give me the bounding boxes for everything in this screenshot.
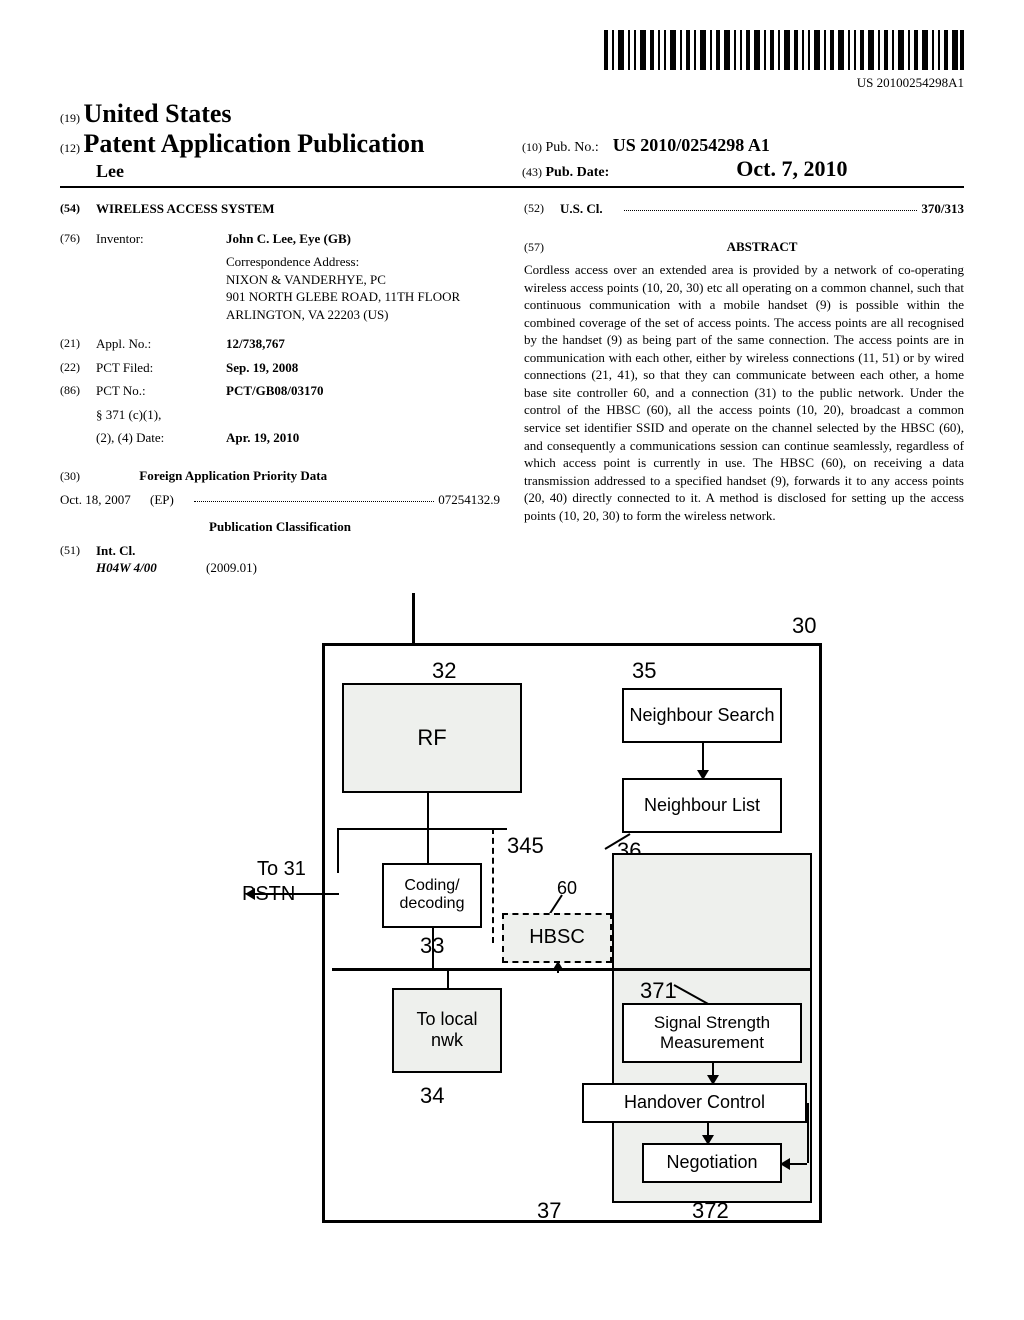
pctfiled-label: PCT Filed: xyxy=(96,359,226,377)
appl-val: 12/738,767 xyxy=(226,335,500,353)
inventor-label: Inventor: xyxy=(96,230,226,248)
country: United States xyxy=(84,99,232,128)
label-35: 35 xyxy=(632,658,656,684)
patent-figure: 30 RF 32 Neighbour Search 35 Neighbour L… xyxy=(202,603,822,1223)
appl-label: Appl. No.: xyxy=(96,335,226,353)
foreign-heading: Foreign Application Priority Data xyxy=(139,467,327,485)
corr-label: Correspondence Address: xyxy=(226,253,500,271)
pubdate-val: Oct. 7, 2010 xyxy=(736,156,847,181)
intcl-label: Int. Cl. xyxy=(96,543,135,558)
right-column: (52) U.S. Cl. 370/313 (57) ABSTRACT Cord… xyxy=(524,200,964,583)
pub-num: (12) xyxy=(60,141,80,155)
abstract-heading: ABSTRACT xyxy=(560,238,964,256)
invention-title: WIRELESS ACCESS SYSTEM xyxy=(96,200,274,218)
pctfiled-val: Sep. 19, 2008 xyxy=(226,359,500,377)
corr-line2: 901 NORTH GLEBE ROAD, 11TH FLOOR xyxy=(226,288,500,306)
inventor-num: (76) xyxy=(60,230,96,248)
box-local-nwk: To local nwk xyxy=(392,988,502,1073)
pctfiled-num: (22) xyxy=(60,359,96,377)
box-negotiation: Negotiation xyxy=(642,1143,782,1183)
box-neighbour-search: Neighbour Search xyxy=(622,688,782,743)
pctno-val: PCT/GB08/03170 xyxy=(226,382,500,400)
pubdate-num: (43) xyxy=(522,165,542,179)
box-sig-strength: Signal Strength Measurement xyxy=(622,1003,802,1063)
barcode xyxy=(60,30,964,75)
label-to31: To 31 xyxy=(257,858,306,881)
inventor-val: John C. Lee, Eye (GB) xyxy=(226,230,500,248)
barcode-label: US 20100254298A1 xyxy=(60,75,964,91)
foreign-app: 07254132.9 xyxy=(438,491,500,509)
box-neighbour-list: Neighbour List xyxy=(622,778,782,833)
s371-label1: § 371 (c)(1), xyxy=(96,406,226,424)
pubclass-heading: Publication Classification xyxy=(60,518,500,536)
intcl-code: H04W 4/00 xyxy=(96,560,157,575)
pubno-val: US 2010/0254298 A1 xyxy=(613,135,770,155)
label-372: 372 xyxy=(692,1198,729,1224)
box-hbsc: HBSC xyxy=(502,913,612,963)
corr-line1: NIXON & VANDERHYE, PC xyxy=(226,271,500,289)
label-34: 34 xyxy=(420,1083,444,1109)
pub-label: Patent Application Publication xyxy=(84,129,425,158)
header-row: (19) United States (12) Patent Applicati… xyxy=(60,99,964,188)
title-num: (54) xyxy=(60,200,96,218)
uscl-val: 370/313 xyxy=(921,200,964,218)
label-37: 37 xyxy=(537,1198,561,1224)
dots xyxy=(194,491,434,502)
corr-line3: ARLINGTON, VA 22203 (US) xyxy=(226,306,500,324)
intcl-num: (51) xyxy=(60,542,96,560)
pubdate-label: Pub. Date: xyxy=(546,165,610,180)
box-rf: RF xyxy=(342,683,522,793)
foreign-num: (30) xyxy=(60,468,96,484)
box-coding: Coding/ decoding xyxy=(382,863,482,928)
pctno-label: PCT No.: xyxy=(96,382,226,400)
appl-num: (21) xyxy=(60,335,96,353)
label-pstn: PSTN xyxy=(242,883,295,906)
label-32: 32 xyxy=(432,658,456,684)
abstract-text: Cordless access over an extended area is… xyxy=(524,261,964,524)
pubno-num: (10) xyxy=(522,140,542,154)
left-column: (54) WIRELESS ACCESS SYSTEM (76) Invento… xyxy=(60,200,500,583)
author: Lee xyxy=(60,161,502,182)
s371-label2: (2), (4) Date: xyxy=(96,429,226,447)
uscl-label: U.S. Cl. xyxy=(560,200,620,218)
foreign-date: Oct. 18, 2007 xyxy=(60,491,150,509)
box-handover: Handover Control xyxy=(582,1083,807,1123)
s371-val: Apr. 19, 2010 xyxy=(226,429,500,447)
pctno-num: (86) xyxy=(60,382,96,400)
intcl-year: (2009.01) xyxy=(206,559,257,577)
uscl-num: (52) xyxy=(524,200,560,218)
country-num: (19) xyxy=(60,111,80,125)
pubno-label: Pub. No.: xyxy=(546,140,599,155)
label-30: 30 xyxy=(792,613,816,639)
abstract-num: (57) xyxy=(524,239,560,255)
label-345: 345 xyxy=(507,833,544,859)
foreign-country: (EP) xyxy=(150,491,190,509)
dots-2 xyxy=(624,200,917,211)
